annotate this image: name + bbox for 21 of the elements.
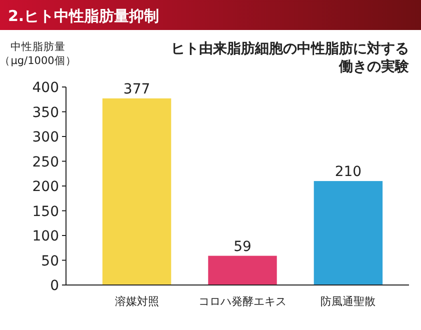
y-tick-label: 300 bbox=[32, 130, 59, 146]
data-label: 377 bbox=[123, 81, 150, 98]
data-label: 210 bbox=[334, 164, 362, 180]
x-tick-label: 防風通聖散 bbox=[320, 295, 376, 308]
y-tick-label: 0 bbox=[50, 278, 59, 294]
data-label: 59 bbox=[234, 238, 252, 255]
chart-title: 2.ヒト中性脂肪量抑制 bbox=[8, 7, 160, 25]
x-tick-label: コロハ発酵エキス bbox=[198, 295, 286, 308]
y-tick-label: 400 bbox=[32, 80, 59, 96]
bar bbox=[208, 256, 277, 285]
y-tick-label: 100 bbox=[32, 228, 59, 244]
x-tick-label: 溶媒対照 bbox=[114, 295, 159, 308]
chart-subtitle: ヒト由来脂肪細胞の中性脂肪に対する働きの実験 bbox=[171, 40, 410, 75]
y-tick-label: 250 bbox=[32, 154, 59, 170]
bar bbox=[102, 98, 172, 285]
y-tick-label: 50 bbox=[41, 253, 59, 270]
y-tick-label: 200 bbox=[32, 179, 59, 195]
y-axis-title: 中性脂肪量（μg/1000個） bbox=[0, 40, 76, 67]
y-tick-label: 350 bbox=[32, 104, 59, 121]
y-tick-label: 150 bbox=[32, 204, 59, 220]
bar bbox=[314, 181, 383, 285]
